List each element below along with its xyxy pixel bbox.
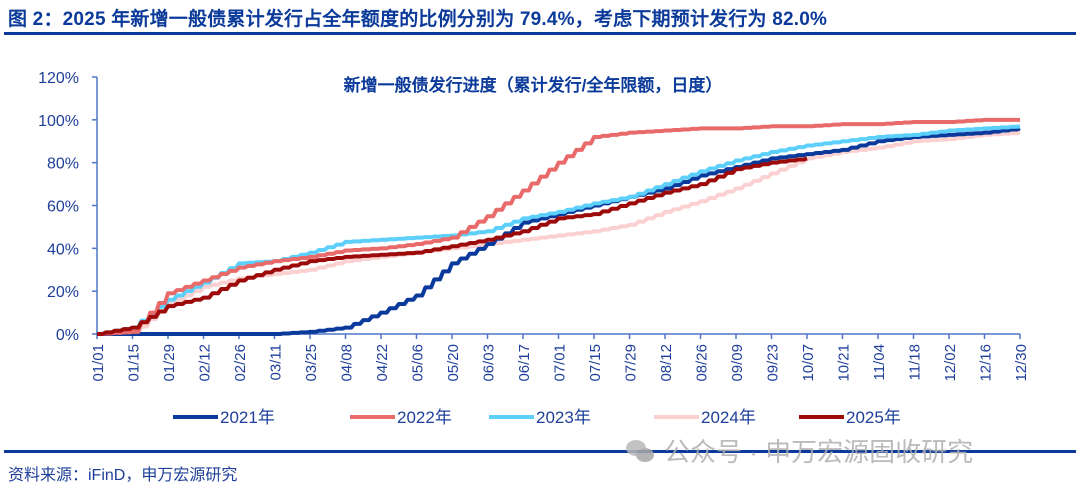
x-tick-label: 12/16 xyxy=(978,344,995,382)
x-tick-label: 12/30 xyxy=(1013,344,1030,382)
x-axis: 01/01 01/15 01/29 02/12 02/26 03/11 03/25 04/08… xyxy=(90,333,1030,382)
x-tick-label: 01/15 xyxy=(126,344,143,382)
x-tick-label: 02/26 xyxy=(232,344,249,382)
x-tick-label: 03/25 xyxy=(303,344,320,382)
x-tick-label: 07/15 xyxy=(587,344,604,382)
source-note: 资料来源：iFinD，申万宏源研究 xyxy=(8,467,238,484)
x-tick-label: 09/23 xyxy=(765,344,782,382)
watermark: 公众号 · 申万宏源固收研究 xyxy=(626,432,973,469)
legend-label: 2025年 xyxy=(846,408,901,427)
y-tick-label: 0% xyxy=(56,327,79,344)
x-tick-label: 01/01 xyxy=(90,344,107,382)
x-tick-label: 07/29 xyxy=(623,344,640,382)
x-tick-label: 10/07 xyxy=(800,344,817,382)
y-tick-label: 20% xyxy=(47,284,79,301)
legend-label: 2024年 xyxy=(701,408,756,427)
x-tick-label: 11/18 xyxy=(907,344,924,380)
x-tick-label: 07/01 xyxy=(552,344,569,382)
y-tick-label: 120% xyxy=(38,70,79,87)
y-tick-label: 80% xyxy=(47,156,79,173)
footer-divider xyxy=(4,450,1076,453)
x-tick-label: 05/20 xyxy=(445,344,462,382)
watermark-text: 公众号 · 申万宏源固收研究 xyxy=(664,437,974,467)
x-tick-label: 08/12 xyxy=(658,344,675,382)
x-tick-label: 04/22 xyxy=(374,344,391,382)
x-tick-label: 05/06 xyxy=(410,344,427,382)
wechat-icon xyxy=(626,438,656,464)
x-tick-label: 06/17 xyxy=(516,344,533,382)
x-tick-label: 04/08 xyxy=(339,344,356,382)
title-divider xyxy=(4,32,1076,35)
x-tick-label: 01/29 xyxy=(161,344,178,382)
x-tick-label: 03/11 xyxy=(268,344,285,380)
series-line-2023 xyxy=(97,124,1021,336)
series-line-2021 xyxy=(97,126,1021,336)
series-lines xyxy=(97,117,1021,336)
legend-label: 2023年 xyxy=(536,408,591,427)
series-line-2025 xyxy=(97,156,808,336)
legend-label: 2022年 xyxy=(397,408,452,427)
x-tick-label: 09/09 xyxy=(729,344,746,382)
x-tick-label: 06/03 xyxy=(481,344,498,382)
x-tick-label: 12/02 xyxy=(942,344,959,382)
y-tick-label: 100% xyxy=(38,113,79,130)
legend-label: 2021年 xyxy=(220,408,275,427)
y-axis: 0% 20% 40% 60% 80% 100% 120% xyxy=(38,70,98,344)
x-tick-label: 10/21 xyxy=(836,344,853,382)
chart-title: 新增一般债发行进度（累计发行/全年限额，日度） xyxy=(344,75,723,95)
y-tick-label: 40% xyxy=(47,241,79,258)
x-tick-label: 11/04 xyxy=(871,344,888,380)
legend: 2021年 2022年 2023年 2024年 2025年 xyxy=(173,408,901,427)
series-line-2022 xyxy=(97,117,1020,336)
figure-title: 图 2：2025 年新增一般债累计发行占全年额度的比例分别为 79.4%，考虑下… xyxy=(8,9,828,30)
y-tick-label: 60% xyxy=(47,199,79,216)
x-tick-label: 02/12 xyxy=(197,344,214,382)
x-tick-label: 08/26 xyxy=(694,344,711,382)
line-chart: 新增一般债发行进度（累计发行/全年限额，日度） 0% 20% 40% 60% 80% 10… xyxy=(38,70,1030,427)
